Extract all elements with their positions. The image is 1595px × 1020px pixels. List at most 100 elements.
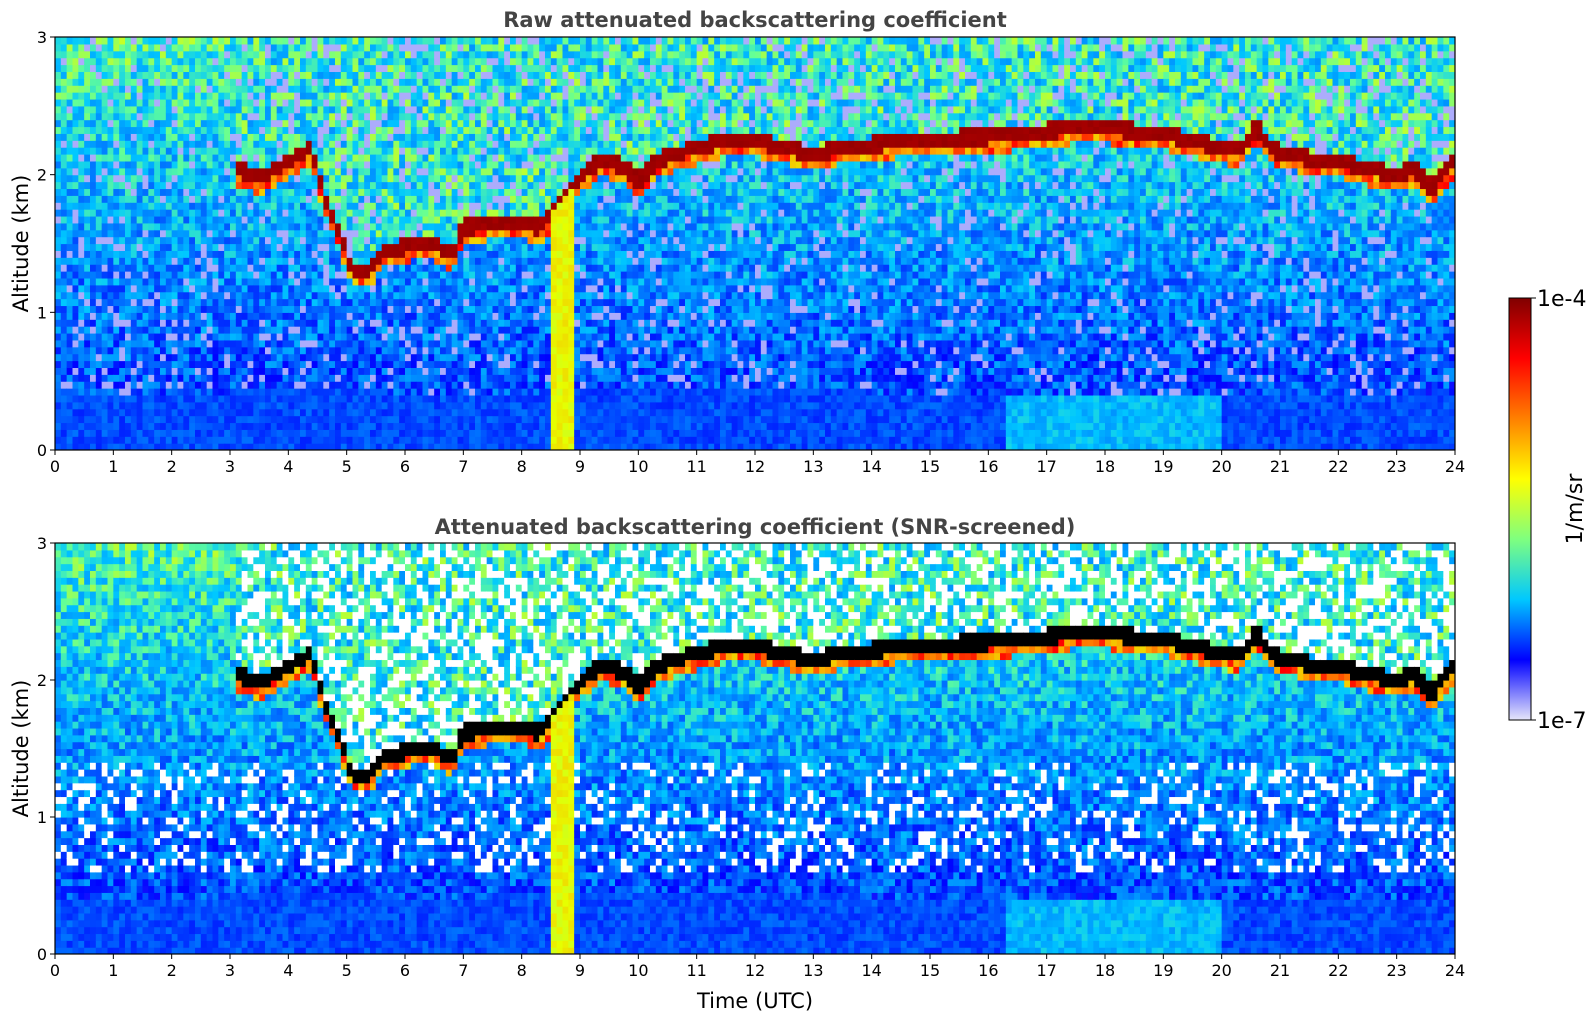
- heatmap-cell: [130, 215, 138, 224]
- heatmap-cell: [340, 105, 348, 114]
- heatmap-cell: [125, 64, 132, 73]
- heatmap-cell: [416, 222, 424, 231]
- heatmap-cell: [247, 98, 254, 107]
- heatmap-cell: [195, 250, 202, 258]
- heatmap-cell: [381, 429, 389, 437]
- heatmap-cell: [270, 167, 278, 176]
- heatmap-cell: [78, 381, 85, 389]
- heatmap-cell: [434, 160, 441, 169]
- heatmap-cell: [265, 147, 272, 155]
- heatmap-cell: [410, 408, 418, 417]
- heatmap-cell: [189, 353, 196, 362]
- heatmap-cell: [451, 181, 459, 190]
- heatmap-cell: [66, 298, 74, 307]
- heatmap-cell: [486, 243, 494, 251]
- heatmap-cell: [352, 133, 359, 141]
- heatmap-cell: [107, 126, 114, 134]
- heatmap-cell: [66, 305, 74, 313]
- heatmap-cell: [66, 71, 74, 79]
- heatmap-cell: [90, 126, 97, 134]
- heatmap-cell: [276, 305, 284, 313]
- heatmap-cell: [78, 326, 85, 334]
- heatmap-cell: [160, 367, 167, 375]
- heatmap-cell: [66, 209, 74, 217]
- heatmap-cell: [171, 181, 179, 190]
- heatmap-cell: [405, 291, 412, 300]
- heatmap-cell: [90, 64, 97, 73]
- heatmap-cell: [504, 367, 511, 375]
- heatmap-cell: [346, 37, 354, 45]
- heatmap-cell: [498, 236, 505, 245]
- heatmap-cell: [282, 195, 289, 203]
- heatmap-cell: [125, 429, 132, 437]
- heatmap-cell: [72, 319, 79, 327]
- heatmap-cell: [527, 209, 534, 217]
- heatmap-cell: [148, 360, 155, 368]
- heatmap-cell: [247, 332, 254, 341]
- heatmap-cell: [282, 188, 289, 196]
- heatmap-cell: [125, 401, 132, 410]
- heatmap-cell: [527, 160, 534, 169]
- heatmap-cell: [189, 305, 196, 313]
- heatmap-cell: [469, 71, 476, 79]
- heatmap-cell: [142, 381, 149, 389]
- heatmap-cell: [125, 147, 132, 155]
- heatmap-cell: [475, 250, 482, 258]
- heatmap-cell: [346, 250, 354, 258]
- heatmap-cell: [90, 43, 97, 52]
- heatmap-cell: [288, 319, 295, 327]
- heatmap-cell: [107, 174, 114, 183]
- heatmap-cell: [212, 236, 219, 245]
- heatmap-cell: [259, 443, 266, 450]
- heatmap-cell: [160, 236, 167, 245]
- heatmap-cell: [305, 277, 313, 286]
- heatmap-cell: [428, 298, 435, 307]
- heatmap-cell: [457, 271, 464, 279]
- heatmap-cell: [84, 312, 91, 320]
- heatmap-cell: [84, 71, 91, 79]
- heatmap-cell: [171, 422, 179, 430]
- heatmap-cell: [410, 126, 418, 134]
- heatmap-cell: [148, 78, 155, 86]
- heatmap-cell: [241, 388, 249, 396]
- heatmap-cell: [130, 174, 138, 183]
- heatmap-cell: [416, 346, 424, 355]
- heatmap-cell: [317, 50, 324, 59]
- heatmap-cell: [405, 147, 412, 155]
- heatmap-cell: [189, 154, 196, 162]
- heatmap-cell: [84, 305, 91, 313]
- heatmap-cell: [469, 429, 476, 437]
- heatmap-cell: [212, 374, 219, 382]
- heatmap-cell: [195, 346, 202, 355]
- heatmap-cell: [405, 353, 412, 362]
- heatmap-cell: [346, 181, 354, 190]
- heatmap-cell: [177, 277, 184, 286]
- heatmap-cell: [84, 326, 91, 334]
- heatmap-cell: [451, 105, 459, 114]
- heatmap-cell: [457, 429, 464, 437]
- heatmap-cell: [224, 64, 231, 73]
- heatmap-cell: [241, 264, 249, 272]
- heatmap-cell: [498, 71, 505, 79]
- heatmap-cell: [340, 71, 348, 79]
- heatmap-cell: [533, 154, 540, 162]
- heatmap-cell: [212, 264, 219, 272]
- heatmap-cell: [387, 57, 394, 66]
- heatmap-cell: [66, 284, 74, 293]
- heatmap-cell: [206, 174, 214, 183]
- heatmap-cell: [136, 367, 144, 375]
- heatmap-cell: [451, 202, 459, 210]
- heatmap-cell: [533, 401, 540, 410]
- heatmap-cell: [352, 284, 359, 293]
- heatmap-cell: [416, 147, 424, 155]
- heatmap-cell: [288, 154, 295, 162]
- heatmap-cell: [195, 202, 202, 210]
- heatmap-cell: [434, 443, 441, 450]
- heatmap-cell: [200, 57, 208, 66]
- heatmap-cell: [276, 264, 284, 272]
- heatmap-cell: [265, 332, 272, 341]
- heatmap-cell: [329, 346, 336, 355]
- heatmap-cell: [165, 408, 173, 417]
- heatmap-cell: [282, 298, 289, 307]
- heatmap-cell: [335, 429, 342, 437]
